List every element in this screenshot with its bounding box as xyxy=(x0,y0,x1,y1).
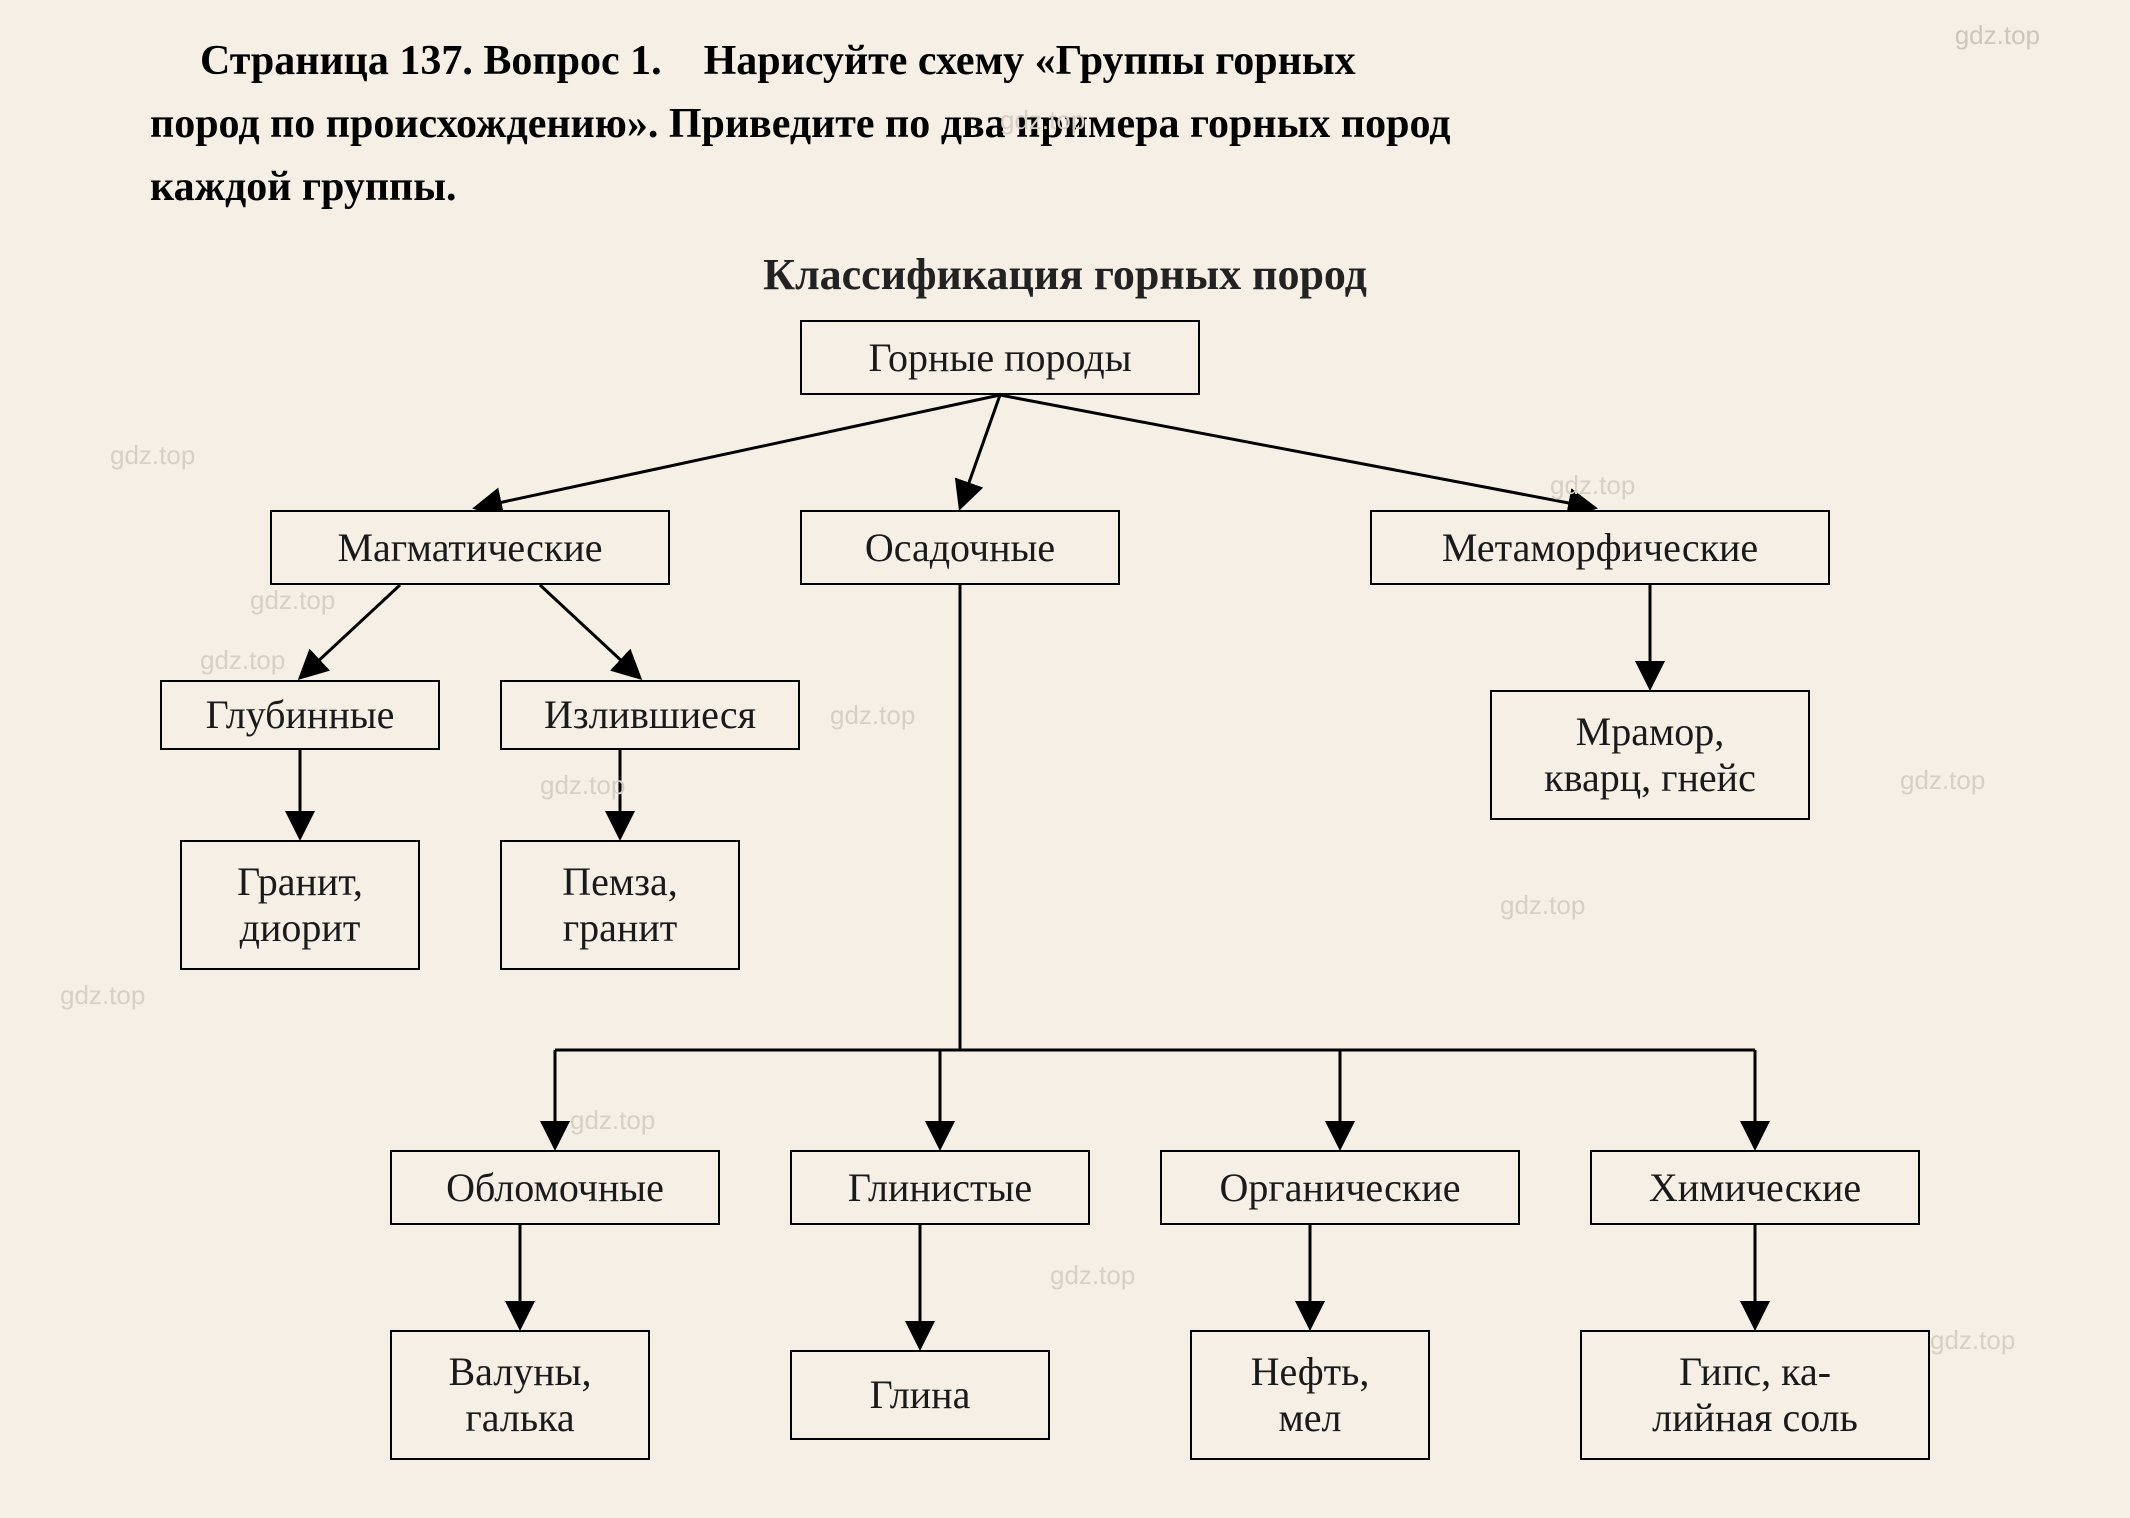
watermark-0: gdz.top xyxy=(110,440,195,471)
node-oil: Нефть, мел xyxy=(1190,1330,1430,1460)
diagram-container: Горные породы Магматические Осадочные Метам… xyxy=(0,280,2130,1480)
node-clastic: Обломочные xyxy=(390,1150,720,1225)
node-root: Горные породы xyxy=(800,320,1200,395)
header-watermark: gdz.top xyxy=(1000,105,1085,136)
header-line3: каждой группы. xyxy=(150,164,457,210)
node-metamorphic: Метаморфические xyxy=(1370,510,1830,585)
node-boulders: Валуны, галька xyxy=(390,1330,650,1460)
watermark-5: gdz.top xyxy=(540,770,625,801)
node-clay: Глина xyxy=(790,1350,1050,1440)
node-clayey: Глинистые xyxy=(790,1150,1090,1225)
node-granite: Гранит, диорит xyxy=(180,840,420,970)
header-q1: Нарисуйте схему «Группы горных xyxy=(704,38,1356,84)
node-pumice: Пемза, гранит xyxy=(500,840,740,970)
watermark-10: gdz.top xyxy=(1050,1260,1135,1291)
node-chemical: Химические xyxy=(1590,1150,1920,1225)
node-magmatic: Магматические xyxy=(270,510,670,585)
node-meta_ex: Мрамор, кварц, гнейс xyxy=(1490,690,1810,820)
node-deep: Глубинные xyxy=(160,680,440,750)
watermark-4: gdz.top xyxy=(830,700,915,731)
node-gypsum: Гипс, ка- лийная соль xyxy=(1580,1330,1930,1460)
node-effusive: Излившиеся xyxy=(500,680,800,750)
watermark-1: gdz.top xyxy=(1550,470,1635,501)
watermark-2: gdz.top xyxy=(250,585,335,616)
watermark-11: gdz.top xyxy=(1930,1325,2015,1356)
header-line2: пород по происхождению». Приведите по дв… xyxy=(150,101,1451,147)
watermark-7: gdz.top xyxy=(1500,890,1585,921)
node-organic: Органические xyxy=(1160,1150,1520,1225)
header-ref: Страница 137. Вопрос 1. xyxy=(200,38,662,84)
watermark-3: gdz.top xyxy=(200,645,285,676)
node-sedimentary: Осадочные xyxy=(800,510,1120,585)
top-watermark: gdz.top xyxy=(1955,20,2040,51)
watermark-8: gdz.top xyxy=(60,980,145,1011)
watermark-6: gdz.top xyxy=(1900,765,1985,796)
watermark-9: gdz.top xyxy=(570,1105,655,1136)
